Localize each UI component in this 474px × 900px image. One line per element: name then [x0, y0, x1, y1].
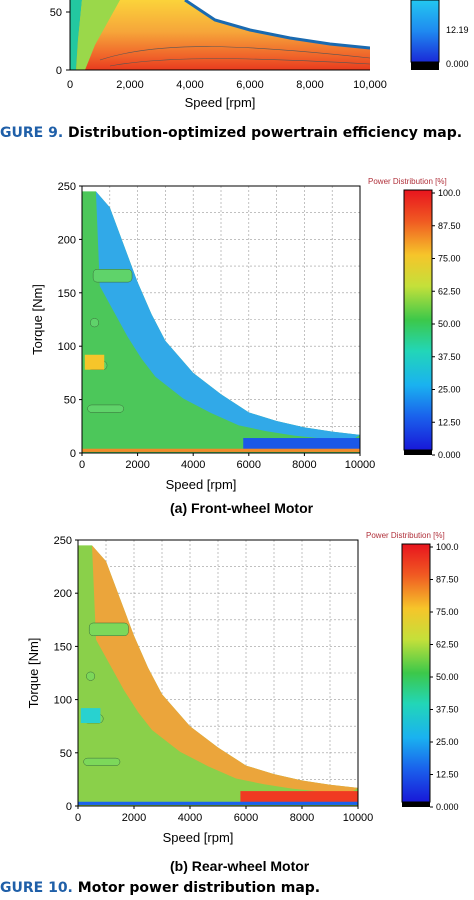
x-axis-title: Speed [rpm]	[166, 477, 237, 492]
figure10-caption-label: GURE 10.	[0, 880, 73, 896]
colorbar-tick-label: 50.00	[438, 319, 461, 329]
x-tick-label: 4000	[181, 459, 205, 471]
colorbar-tick-label: 12.50	[436, 770, 459, 780]
distribution-region	[82, 191, 360, 453]
plot-frame	[77, 539, 359, 807]
colorbar: Power Distribution [%] 100.0 87.50 75.00 62.…	[368, 177, 461, 460]
subcaption-a: (a) Front-wheel Motor	[170, 500, 314, 516]
distribution-region	[78, 545, 358, 806]
colorbar-tick-label: 100.0	[438, 188, 461, 198]
x-tick-label: 6000	[234, 812, 258, 824]
y-tick-label: 200	[58, 234, 76, 246]
low-torque-stripe	[78, 801, 358, 805]
colorbar-tick-label: 25.00	[436, 737, 459, 747]
distribution-band	[78, 545, 358, 795]
fig9-xtick: 2,000	[116, 79, 144, 91]
fig9-colorbar: 12.19 0.000	[410, 0, 469, 70]
colorbar-tick-label: 37.50	[436, 705, 459, 715]
colorbar-tick-label: 87.50	[436, 575, 459, 585]
fig9-xtick: 10,000	[353, 79, 387, 91]
x-tick-label: 0	[75, 812, 81, 824]
high-speed-region	[243, 438, 360, 450]
fig9-xticks: 0 2,000 4,000 6,000 8,000 10,000	[67, 79, 387, 91]
fig9-ytick-50: 50	[50, 7, 62, 19]
fig9-xtick: 4,000	[176, 79, 204, 91]
x-tick-label: 8000	[290, 812, 314, 824]
contour-island	[90, 318, 99, 328]
y-tick-label: 0	[70, 448, 76, 460]
distribution-fill	[78, 545, 358, 806]
low-torque-stripe	[82, 448, 360, 452]
colorbar-min-swatch	[402, 802, 430, 807]
fig9-plot	[70, 0, 370, 70]
colorbar-tick-label: 37.50	[438, 352, 461, 362]
contour-island	[83, 757, 121, 766]
x-tick-label: 8000	[292, 459, 316, 471]
y-tick-label: 150	[54, 641, 72, 653]
colorbar-title: Power Distribution [%]	[366, 531, 445, 540]
high-speed-region	[240, 791, 358, 803]
fig9-xtick: 8,000	[296, 79, 324, 91]
figure9-caption-text: Distribution-optimized powertrain effici…	[68, 125, 463, 141]
subcaption-b: (b) Rear-wheel Motor	[170, 858, 310, 874]
y-axis-title: Torque [Nm]	[30, 284, 45, 355]
colorbar-gradient	[401, 543, 431, 803]
y-tick-label: 0	[66, 801, 72, 813]
colorbar-tick-label: 0.000	[436, 802, 459, 812]
distribution-fill	[82, 191, 360, 453]
x-tick-label: 4000	[178, 812, 202, 824]
contour-island	[88, 622, 129, 637]
colorbar-tick-label: 100.0	[436, 542, 459, 552]
plot-frame	[81, 185, 361, 454]
figure10-caption-text: Motor power distribution map.	[77, 880, 321, 896]
contour-island	[92, 269, 133, 283]
y-axis-title: Torque [Nm]	[26, 638, 41, 709]
figure10-caption: GURE 10. Motor power distribution map.	[0, 880, 320, 896]
fig9-xlabel: Speed [rpm]	[185, 95, 256, 110]
colorbar-gradient	[403, 189, 433, 451]
x-tick-label: 2000	[122, 812, 146, 824]
front-wheel-motor-chart: 0 2000 4000 6000 8000 10000 0 50 100 150 200 250 Spe…	[30, 177, 461, 492]
x-tick-label: 10000	[343, 812, 374, 824]
x-tick-label: 0	[79, 459, 85, 471]
colorbar-tick-label: 75.00	[438, 254, 461, 264]
x-tick-label: 6000	[237, 459, 261, 471]
colorbar-tick-label: 12.50	[438, 417, 461, 427]
colorbar: Power Distribution [%] 100.0 87.50 75.00 62.…	[366, 531, 459, 812]
x-tick-label: 10000	[345, 459, 376, 471]
colorbar-title: Power Distribution [%]	[368, 177, 447, 186]
fig9-xtick: 0	[67, 79, 73, 91]
y-tick-label: 250	[58, 181, 76, 193]
colorbar-tick-label: 0.000	[438, 450, 461, 460]
colorbar-tick-label: 87.50	[438, 221, 461, 231]
fig9-xtick: 6,000	[236, 79, 264, 91]
rear-wheel-motor-chart: 0 2000 4000 6000 8000 10000 0 50 100 150 200 250 Spe…	[26, 531, 459, 845]
y-tick-label: 50	[60, 748, 72, 760]
contour-island	[86, 671, 96, 681]
fig9-cbar-tick: 12.19	[446, 25, 469, 35]
y-tick-label: 200	[54, 588, 72, 600]
fig9-ytick-0: 0	[56, 65, 62, 77]
y-tick-label: 100	[54, 695, 72, 707]
x-axis-title: Speed [rpm]	[163, 830, 234, 845]
y-tick-label: 150	[58, 288, 76, 300]
y-tick-label: 50	[64, 395, 76, 407]
x-tick-label: 2000	[125, 459, 149, 471]
figure9-caption-label: GURE 9.	[0, 125, 64, 141]
contour-island	[80, 708, 101, 724]
colorbar-tick-label: 62.50	[438, 286, 461, 296]
colorbar-tick-label: 50.00	[436, 672, 459, 682]
contour-island	[87, 404, 124, 413]
colorbar-tick-label: 25.00	[438, 385, 461, 395]
figure9-caption: GURE 9. Distribution-optimized powertrai…	[0, 125, 462, 141]
distribution-band	[82, 191, 360, 442]
colorbar-tick-label: 75.00	[436, 607, 459, 617]
colorbar-tick-label: 62.50	[436, 640, 459, 650]
y-tick-label: 100	[58, 341, 76, 353]
colorbar-min-swatch	[404, 450, 432, 455]
y-tick-label: 250	[54, 535, 72, 547]
fig9-cbar-tick: 0.000	[446, 59, 469, 69]
contour-island	[84, 354, 105, 370]
